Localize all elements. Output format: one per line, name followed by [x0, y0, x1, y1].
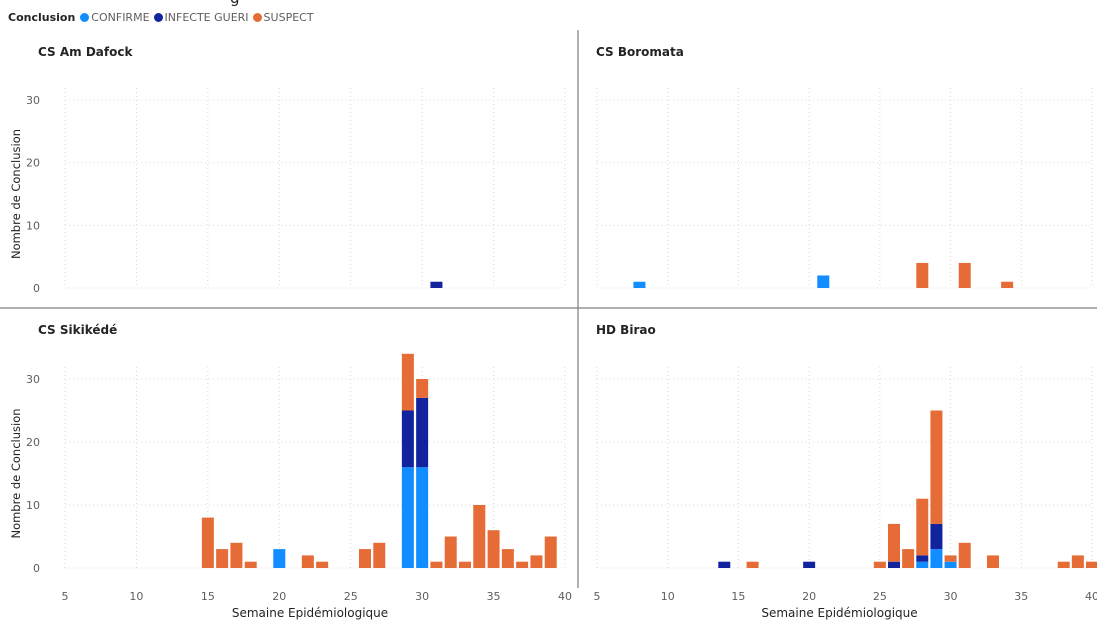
bar-segment-confirme: [273, 549, 286, 568]
bar-segment-suspect: [501, 549, 514, 568]
bar-segment-infecte-gueri: [803, 561, 816, 568]
legend-label-infecte-gueri: INFECTE GUERI: [164, 10, 249, 24]
bar-segment-confirme: [416, 467, 429, 568]
bar-segment-infecte-gueri: [416, 397, 429, 468]
bar-segment-suspect: [544, 536, 557, 568]
x-tick-label: 40: [1085, 590, 1097, 603]
x-tick-label: 15: [201, 590, 215, 603]
x-tick-label: 20: [272, 590, 286, 603]
bar-segment-suspect: [916, 498, 929, 556]
panel-title-cs-boromata: CS Boromata: [596, 45, 684, 59]
bar-segment-suspect: [746, 561, 759, 568]
bar-segment-suspect: [473, 505, 486, 568]
x-tick-label: 40: [558, 590, 572, 603]
bar-segment-infecte-gueri: [930, 523, 943, 550]
x-tick-label: 25: [873, 590, 887, 603]
legend-title: Conclusion: [8, 10, 76, 24]
bar-segment-suspect: [201, 517, 214, 568]
legend-label-confirme: CONFIRME: [91, 10, 150, 24]
x-tick-label: 15: [731, 590, 745, 603]
bar-segment-suspect: [516, 561, 529, 568]
legend: Conclusion CONFIRME INFECTE GUERI SUSPEC…: [8, 9, 318, 25]
bar-segment-confirme: [633, 281, 646, 288]
bar-segment-suspect: [373, 542, 386, 568]
x-tick-label: 5: [62, 590, 69, 603]
bar-segment-suspect: [301, 555, 314, 568]
bar-segment-suspect: [958, 262, 971, 288]
bar-segment-suspect: [987, 555, 999, 568]
bar-segment-suspect: [1071, 555, 1084, 568]
bar-segment-suspect: [1001, 281, 1014, 288]
bar-segment-suspect: [430, 561, 443, 568]
x-tick-label: 25: [344, 590, 358, 603]
bar-segment-suspect: [916, 262, 929, 288]
legend-dot-suspect: [252, 12, 262, 22]
y-tick-label: 20: [26, 436, 40, 449]
x-tick-label: 10: [661, 590, 675, 603]
bar-segment-confirme: [817, 275, 830, 288]
x-tick-label: 10: [129, 590, 143, 603]
chart-title-text: g: [230, 0, 240, 6]
chart-title-fragment: g: [230, 0, 630, 6]
legend-dot-confirme: [80, 12, 90, 22]
bar-segment-suspect: [416, 379, 429, 398]
bar-segment-infecte-gueri: [430, 281, 443, 288]
bar-segment-confirme: [401, 467, 414, 568]
x-tick-label: 35: [487, 590, 501, 603]
x-tick-label: 30: [415, 590, 429, 603]
panel-title-cs-am-dafock: CS Am Dafock: [38, 45, 133, 59]
bar-segment-suspect: [1086, 561, 1097, 568]
bar-segment-confirme: [944, 561, 957, 568]
y-tick-label: 30: [26, 373, 40, 386]
bar-segment-suspect: [487, 530, 500, 568]
legend-item-confirme[interactable]: CONFIRME: [80, 10, 150, 24]
bar-segment-suspect: [958, 542, 971, 568]
bar-segment-suspect: [902, 549, 915, 568]
bar-segment-suspect: [359, 549, 371, 568]
y-axis-title: Nombre de Conclusion: [9, 408, 23, 538]
legend-dot-infecte-gueri: [153, 12, 163, 22]
bar-segment-confirme: [916, 561, 929, 568]
panel-title-cs-sikikede: CS Sikikédé: [38, 323, 117, 337]
x-tick-label: 20: [802, 590, 816, 603]
bar-segment-suspect: [401, 353, 414, 411]
bar-segment-suspect: [230, 542, 243, 568]
x-axis-title: Semaine Epidémiologique: [232, 606, 388, 620]
bar-segment-confirme: [930, 549, 943, 568]
y-tick-label: 10: [26, 219, 40, 232]
bar-segment-suspect: [316, 561, 329, 568]
bar-segment-suspect: [216, 549, 229, 568]
bar-segment-suspect: [444, 536, 457, 568]
x-axis-title: Semaine Epidémiologique: [761, 606, 917, 620]
y-tick-label: 0: [33, 562, 40, 575]
bar-segment-infecte-gueri: [401, 410, 414, 468]
x-tick-label: 5: [594, 590, 601, 603]
bar-segment-infecte-gueri: [916, 555, 929, 562]
bar-segment-suspect: [244, 561, 257, 568]
bar-segment-suspect: [459, 561, 471, 568]
bar-segment-infecte-gueri: [718, 561, 731, 568]
legend-label-suspect: SUSPECT: [263, 10, 314, 24]
bar-segment-suspect: [530, 555, 543, 568]
bar-segment-suspect: [888, 523, 900, 562]
y-tick-label: 20: [26, 157, 40, 170]
panel-title-hd-birao: HD Birao: [596, 323, 656, 337]
y-axis-title: Nombre de Conclusion: [9, 129, 23, 259]
bar-segment-infecte-gueri: [888, 561, 900, 568]
y-tick-label: 10: [26, 499, 40, 512]
legend-item-suspect[interactable]: SUSPECT: [252, 10, 314, 24]
bar-segment-suspect: [873, 561, 886, 568]
x-tick-label: 35: [1014, 590, 1028, 603]
y-tick-label: 0: [33, 282, 40, 295]
y-tick-label: 30: [26, 94, 40, 107]
bar-segment-suspect: [944, 555, 957, 562]
bar-segment-suspect: [930, 410, 943, 524]
bar-segment-suspect: [1057, 561, 1070, 568]
x-tick-label: 30: [944, 590, 958, 603]
legend-item-infecte-gueri[interactable]: INFECTE GUERI: [153, 10, 249, 24]
